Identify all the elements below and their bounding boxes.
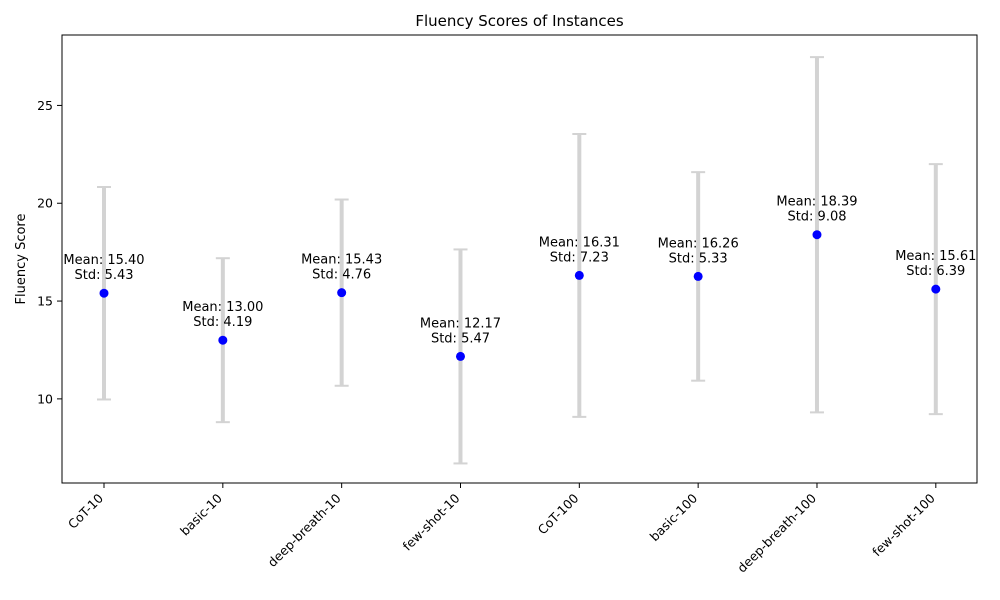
annotation-mean: Mean: 16.31 [539,235,620,250]
data-point [812,230,822,240]
y-axis: 10 15 20 25 [37,98,62,406]
annotation-mean: Mean: 16.26 [658,236,739,251]
x-tick-label: deep-breath-10 [264,490,343,569]
annotation-std: Std: 5.47 [431,331,490,346]
data-point [99,288,109,298]
x-tick-label: few-shot-100 [869,490,938,559]
chart-title: Fluency Scores of Instances [415,12,624,30]
annotation-std: Std: 7.23 [550,250,609,265]
y-tick-label: 20 [37,196,53,211]
annotation-std: Std: 5.33 [669,251,728,266]
y-tick-label: 15 [37,294,53,309]
annotation-mean: Mean: 13.00 [182,300,263,315]
y-tick-label: 25 [37,98,53,113]
data-point [455,351,465,361]
data-point [218,335,228,345]
x-axis: CoT-10 basic-10 deep-breath-10 few-shot-10 C… [65,483,938,575]
x-tick-label: few-shot-10 [400,490,463,553]
annotation-mean: Mean: 15.61 [895,249,976,264]
x-tick-label: CoT-10 [65,490,106,531]
y-axis-label: Fluency Score [14,214,29,305]
data-point [574,270,584,280]
annotation-std: Std: 4.19 [193,315,252,330]
annotation-std: Std: 5.43 [74,268,133,283]
annotation-mean: Mean: 18.39 [776,195,857,210]
annotation-std: Std: 4.76 [312,268,371,283]
x-tick-label: deep-breath-100 [734,490,819,575]
data-point [931,284,941,294]
data-point [693,271,703,281]
points-group [99,230,941,361]
errorbars-group [97,56,943,465]
annotation-mean: Mean: 15.43 [301,253,382,268]
x-tick-label: CoT-100 [535,490,582,537]
x-tick-label: basic-100 [647,490,701,544]
annotation-mean: Mean: 15.40 [63,253,144,268]
plot-frame [61,34,978,484]
annotation-std: Std: 9.08 [787,210,846,225]
data-point [337,288,347,298]
y-tick-label: 10 [37,391,53,406]
x-tick-label: basic-10 [177,490,225,538]
annotation-mean: Mean: 12.17 [420,316,501,331]
annotation-std: Std: 6.39 [906,264,965,279]
